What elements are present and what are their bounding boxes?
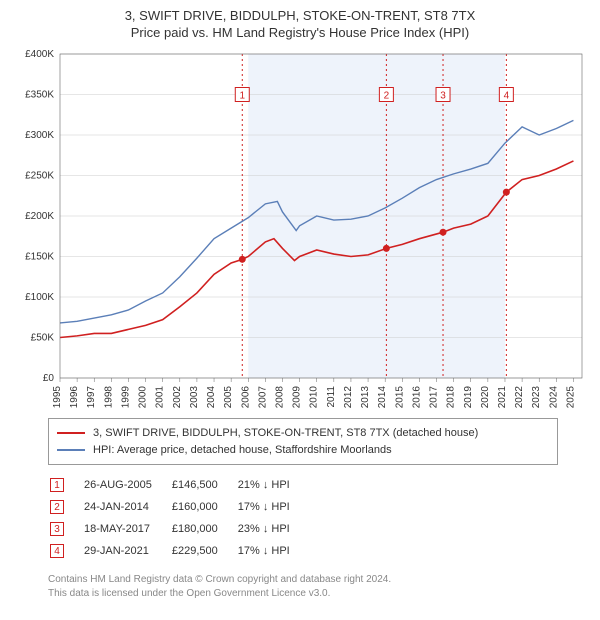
svg-text:2024: 2024 xyxy=(548,386,559,408)
chart-title-address: 3, SWIFT DRIVE, BIDDULPH, STOKE-ON-TRENT… xyxy=(8,8,592,23)
svg-text:1995: 1995 xyxy=(52,386,63,408)
svg-text:2001: 2001 xyxy=(155,386,166,408)
chart-container: 3, SWIFT DRIVE, BIDDULPH, STOKE-ON-TRENT… xyxy=(0,0,600,609)
transaction-date: 18-MAY-2017 xyxy=(84,519,170,539)
svg-text:1999: 1999 xyxy=(120,386,131,408)
svg-text:2: 2 xyxy=(384,91,390,102)
svg-text:2010: 2010 xyxy=(309,386,320,408)
transaction-marker: 3 xyxy=(50,522,64,536)
svg-text:£0: £0 xyxy=(43,373,55,384)
svg-text:2011: 2011 xyxy=(326,386,337,408)
svg-text:1997: 1997 xyxy=(86,386,97,408)
svg-text:£150K: £150K xyxy=(25,252,54,263)
legend-row-1: 3, SWIFT DRIVE, BIDDULPH, STOKE-ON-TRENT… xyxy=(57,425,549,442)
svg-text:2000: 2000 xyxy=(138,386,149,408)
svg-text:1: 1 xyxy=(239,91,245,102)
svg-text:2007: 2007 xyxy=(257,386,268,408)
svg-text:3: 3 xyxy=(440,91,446,102)
transaction-row: 1 26-AUG-2005£146,50021% ↓ HPI xyxy=(50,475,308,495)
svg-text:2005: 2005 xyxy=(223,386,234,408)
transaction-delta: 17% ↓ HPI xyxy=(238,541,308,561)
legend: 3, SWIFT DRIVE, BIDDULPH, STOKE-ON-TRENT… xyxy=(48,418,558,465)
legend-label-property: 3, SWIFT DRIVE, BIDDULPH, STOKE-ON-TRENT… xyxy=(93,425,478,442)
svg-text:£100K: £100K xyxy=(25,292,54,303)
svg-text:£350K: £350K xyxy=(25,90,54,101)
transaction-row: 3 18-MAY-2017£180,00023% ↓ HPI xyxy=(50,519,308,539)
chart-title-subtitle: Price paid vs. HM Land Registry's House … xyxy=(8,25,592,40)
footer-line1: Contains HM Land Registry data © Crown c… xyxy=(48,573,592,587)
chart-area: £0 £50K £100K £150K £200K £250K £300K £350K £400… xyxy=(8,48,592,408)
legend-swatch-property xyxy=(57,432,85,434)
chart-title-block: 3, SWIFT DRIVE, BIDDULPH, STOKE-ON-TRENT… xyxy=(8,8,592,40)
line-chart-svg: £0 £50K £100K £150K £200K £250K £300K £350K £400… xyxy=(8,48,592,408)
svg-text:£200K: £200K xyxy=(25,211,54,222)
transaction-delta: 23% ↓ HPI xyxy=(238,519,308,539)
svg-text:2013: 2013 xyxy=(360,386,371,408)
svg-text:£250K: £250K xyxy=(25,171,54,182)
footer-attribution: Contains HM Land Registry data © Crown c… xyxy=(48,573,592,601)
svg-text:2021: 2021 xyxy=(497,386,508,408)
legend-row-2: HPI: Average price, detached house, Staf… xyxy=(57,442,549,459)
svg-text:4: 4 xyxy=(504,91,510,102)
svg-text:2004: 2004 xyxy=(206,386,217,408)
svg-text:£50K: £50K xyxy=(31,333,55,344)
svg-text:1998: 1998 xyxy=(103,386,114,408)
svg-text:2006: 2006 xyxy=(240,386,251,408)
svg-text:1996: 1996 xyxy=(69,386,80,408)
svg-text:£300K: £300K xyxy=(25,130,54,141)
svg-text:2002: 2002 xyxy=(172,386,183,408)
transaction-delta: 21% ↓ HPI xyxy=(238,475,308,495)
transaction-row: 2 24-JAN-2014£160,00017% ↓ HPI xyxy=(50,497,308,517)
transaction-price: £180,000 xyxy=(172,519,236,539)
legend-swatch-hpi xyxy=(57,449,85,451)
svg-text:2022: 2022 xyxy=(514,386,525,408)
footer-line2: This data is licensed under the Open Gov… xyxy=(48,587,592,601)
svg-text:2020: 2020 xyxy=(480,386,491,408)
transaction-date: 29-JAN-2021 xyxy=(84,541,170,561)
transaction-delta: 17% ↓ HPI xyxy=(238,497,308,517)
transaction-marker: 2 xyxy=(50,500,64,514)
svg-text:2014: 2014 xyxy=(377,386,388,408)
svg-text:2015: 2015 xyxy=(394,386,405,408)
svg-text:2009: 2009 xyxy=(292,386,303,408)
svg-text:2018: 2018 xyxy=(446,386,457,408)
svg-text:2019: 2019 xyxy=(463,386,474,408)
transaction-price: £229,500 xyxy=(172,541,236,561)
transaction-marker: 4 xyxy=(50,544,64,558)
svg-text:£400K: £400K xyxy=(25,49,54,60)
svg-text:2017: 2017 xyxy=(429,386,440,408)
svg-text:2008: 2008 xyxy=(274,386,285,408)
transaction-marker: 1 xyxy=(50,478,64,492)
transactions-table: 1 26-AUG-2005£146,50021% ↓ HPI 2 24-JAN-201… xyxy=(48,473,310,563)
svg-text:2012: 2012 xyxy=(343,386,354,408)
transaction-date: 26-AUG-2005 xyxy=(84,475,170,495)
svg-text:2016: 2016 xyxy=(411,386,422,408)
svg-text:2025: 2025 xyxy=(565,386,576,408)
transaction-row: 4 29-JAN-2021£229,50017% ↓ HPI xyxy=(50,541,308,561)
transaction-date: 24-JAN-2014 xyxy=(84,497,170,517)
transaction-price: £160,000 xyxy=(172,497,236,517)
transaction-price: £146,500 xyxy=(172,475,236,495)
svg-text:2023: 2023 xyxy=(531,386,542,408)
svg-text:2003: 2003 xyxy=(189,386,200,408)
legend-label-hpi: HPI: Average price, detached house, Staf… xyxy=(93,442,392,459)
